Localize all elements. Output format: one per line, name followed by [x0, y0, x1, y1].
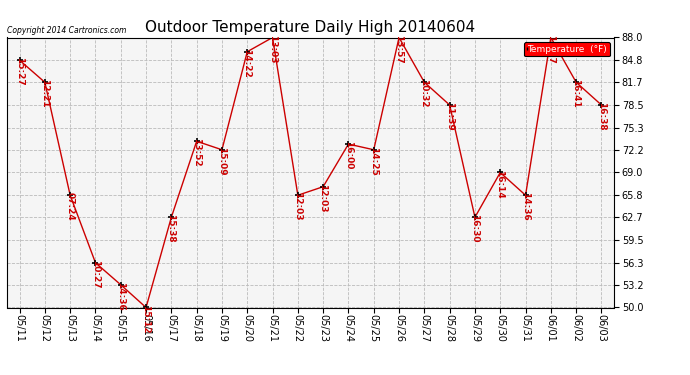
- Text: 07:24: 07:24: [66, 192, 75, 221]
- Text: 12:03: 12:03: [293, 192, 302, 221]
- Text: 12:03: 12:03: [318, 184, 327, 212]
- Text: 16:38: 16:38: [597, 102, 606, 131]
- Text: 15:12: 15:12: [141, 305, 150, 333]
- Text: 14:25: 14:25: [369, 147, 378, 176]
- Text: 14:36: 14:36: [521, 192, 530, 221]
- Text: 15:09: 15:09: [217, 147, 226, 176]
- Text: 15:38: 15:38: [166, 214, 175, 243]
- Text: 16:14: 16:14: [495, 170, 504, 198]
- Legend: Temperature  (°F): Temperature (°F): [524, 42, 609, 56]
- Text: 13:52: 13:52: [192, 138, 201, 167]
- Text: 10:27: 10:27: [90, 260, 99, 289]
- Text: 11:39: 11:39: [445, 102, 454, 131]
- Text: 16:00: 16:00: [344, 141, 353, 170]
- Text: 15:27: 15:27: [14, 57, 23, 86]
- Text: 12:21: 12:21: [40, 80, 49, 108]
- Text: 14:17: 14:17: [546, 35, 555, 64]
- Text: 16:41: 16:41: [571, 80, 580, 108]
- Text: Copyright 2014 Cartronics.com: Copyright 2014 Cartronics.com: [7, 26, 126, 35]
- Text: 16:30: 16:30: [470, 214, 479, 243]
- Text: 13:57: 13:57: [394, 35, 403, 63]
- Text: 14:36: 14:36: [116, 282, 125, 311]
- Text: 10:32: 10:32: [420, 80, 428, 108]
- Text: 13:03: 13:03: [268, 35, 277, 63]
- Title: Outdoor Temperature Daily High 20140604: Outdoor Temperature Daily High 20140604: [146, 20, 475, 35]
- Text: 14:22: 14:22: [242, 49, 251, 78]
